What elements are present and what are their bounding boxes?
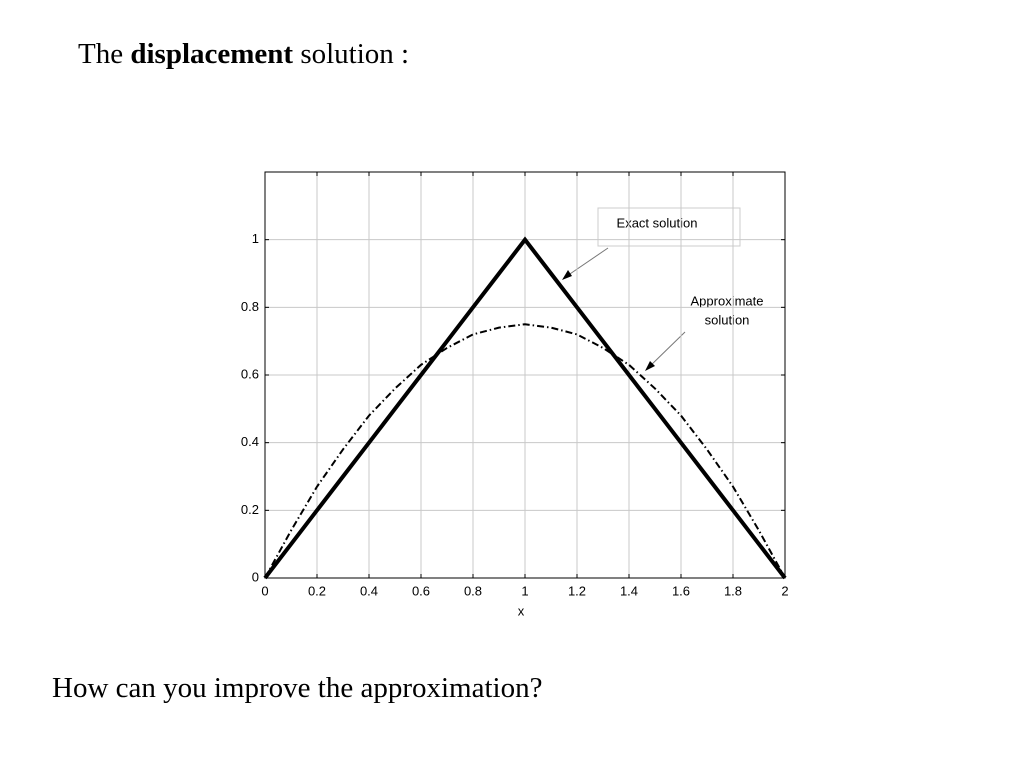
arrowhead xyxy=(645,361,655,371)
y-tick-label: 0.4 xyxy=(241,434,259,449)
x-tick-label: 0 xyxy=(261,583,268,598)
annotation: Exact solution xyxy=(617,215,698,230)
x-tick-label: 0.2 xyxy=(308,583,326,598)
question: How can you improve the approximation? xyxy=(52,672,543,704)
arrow xyxy=(646,331,686,370)
annotation: solution xyxy=(705,312,750,327)
line-series xyxy=(263,236,787,580)
heading-text: solution : xyxy=(300,38,410,70)
y-tick-label: 1 xyxy=(252,231,259,246)
heading: The displacement solution : xyxy=(78,38,409,71)
y-tick-label: 0 xyxy=(252,569,259,584)
arrow xyxy=(563,247,609,279)
x-tick-label: 1.8 xyxy=(724,583,742,598)
x-tick-label: 0.4 xyxy=(360,583,378,598)
annotation-box xyxy=(597,207,741,247)
heading-text: The xyxy=(78,38,124,70)
plot-frame xyxy=(264,171,786,579)
x-tick-label: 0.6 xyxy=(412,583,430,598)
y-tick-label: 0.2 xyxy=(241,502,259,517)
x-tick-label: 1.2 xyxy=(568,583,586,598)
heading-bold: displacement xyxy=(130,38,294,70)
x-tick-label: 1.4 xyxy=(620,583,638,598)
x-tick-label: 1 xyxy=(521,583,528,598)
x-tick-label: 0.8 xyxy=(464,583,482,598)
x-axis-label: x xyxy=(518,603,525,618)
x-tick-label: 1.6 xyxy=(672,583,690,598)
x-tick-label: 2 xyxy=(781,583,788,598)
y-tick-label: 0.8 xyxy=(241,299,259,314)
y-tick-label: 0.6 xyxy=(241,366,259,381)
arrowhead xyxy=(562,270,572,280)
annotation: Approximate xyxy=(691,293,764,308)
line-series xyxy=(264,323,786,579)
